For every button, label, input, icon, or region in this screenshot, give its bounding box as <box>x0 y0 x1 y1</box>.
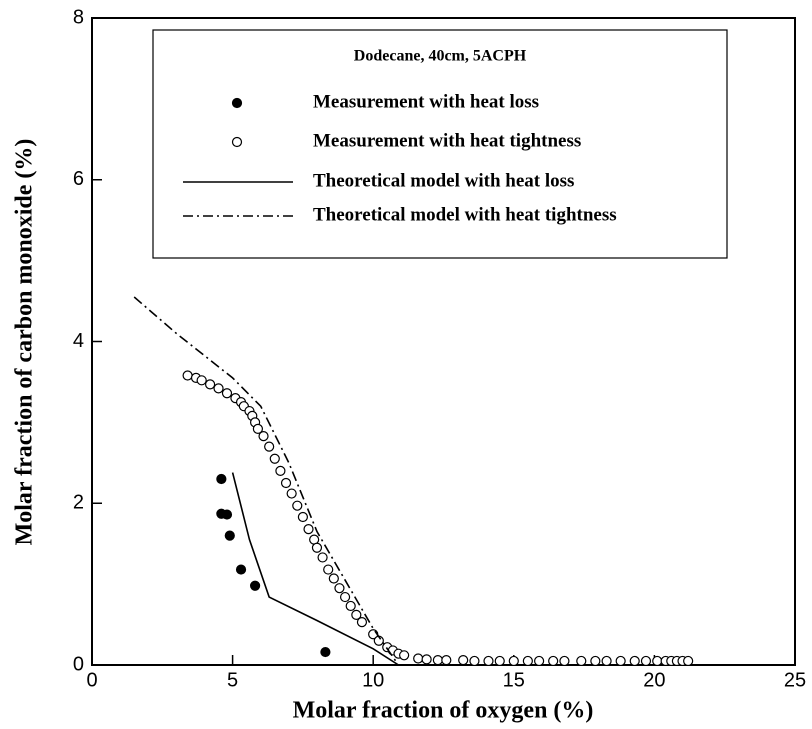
legend-box <box>152 29 728 259</box>
data-point <box>356 617 368 628</box>
data-point <box>303 524 314 535</box>
data-point <box>399 650 410 661</box>
y-tick-label: 8 <box>73 6 84 28</box>
series-line <box>231 472 399 666</box>
data-point <box>683 655 694 667</box>
data-point <box>311 542 323 553</box>
data-point <box>280 477 292 489</box>
data-point <box>640 655 652 667</box>
data-point <box>652 655 663 667</box>
data-point <box>249 580 261 591</box>
data-point <box>216 473 227 485</box>
data-point <box>339 591 351 603</box>
data-point <box>534 655 545 667</box>
data-point <box>548 655 559 667</box>
x-tick-label: 20 <box>643 669 665 691</box>
legend-swatch <box>231 136 243 148</box>
data-point <box>258 431 269 442</box>
data-point <box>292 500 303 511</box>
data-point <box>590 655 601 667</box>
data-point <box>213 383 224 394</box>
data-point <box>224 530 235 541</box>
data-point <box>559 655 570 667</box>
x-tick-label: 0 <box>86 669 97 691</box>
data-point <box>601 655 612 667</box>
data-point <box>269 453 280 464</box>
data-point <box>275 465 286 476</box>
data-point <box>345 600 356 612</box>
data-point <box>221 388 233 399</box>
data-point <box>483 655 494 667</box>
data-point <box>615 655 626 667</box>
data-point <box>508 655 519 667</box>
data-point <box>522 655 533 667</box>
data-point <box>458 655 469 666</box>
series-line <box>133 296 397 662</box>
legend-label: Measurement with heat tightness <box>313 130 581 151</box>
data-point <box>235 564 247 575</box>
data-point <box>196 375 207 386</box>
data-point <box>469 655 480 667</box>
x-tick-label: 15 <box>503 669 525 691</box>
legend-label: Theoretical model with heat tightness <box>313 204 617 225</box>
y-tick-label: 4 <box>73 330 84 352</box>
data-point <box>264 441 275 452</box>
y-axis-label: Molar fraction of carbon monoxide (%) <box>12 139 38 546</box>
data-point <box>182 370 193 381</box>
data-point <box>334 583 345 594</box>
y-tick-label: 0 <box>73 653 84 675</box>
data-point <box>351 609 362 620</box>
data-point <box>413 653 424 664</box>
data-point <box>317 552 328 563</box>
legend-label: Measurement with heat loss <box>313 91 539 112</box>
data-point <box>421 654 432 665</box>
data-point <box>320 646 331 658</box>
data-point <box>221 509 233 520</box>
data-point <box>432 655 443 666</box>
data-point <box>494 655 505 667</box>
legend-title: Dodecane, 40cm, 5ACPH <box>354 48 527 65</box>
x-tick-label: 5 <box>227 669 238 691</box>
data-point <box>252 423 264 434</box>
x-axis-label: Molar fraction of oxygen (%) <box>293 698 594 724</box>
data-point <box>286 488 297 499</box>
x-tick-label: 25 <box>784 669 806 691</box>
data-point <box>297 511 308 523</box>
legend-label: Theoretical model with heat loss <box>313 170 574 191</box>
data-point <box>323 564 334 575</box>
data-point <box>328 573 339 584</box>
y-tick-label: 6 <box>73 168 84 190</box>
x-tick-label: 10 <box>362 669 384 691</box>
legend-swatch <box>231 97 243 109</box>
data-point <box>629 655 640 667</box>
data-point <box>441 655 452 666</box>
data-point <box>576 655 587 667</box>
y-tick-label: 2 <box>73 492 84 514</box>
data-point <box>205 379 216 390</box>
